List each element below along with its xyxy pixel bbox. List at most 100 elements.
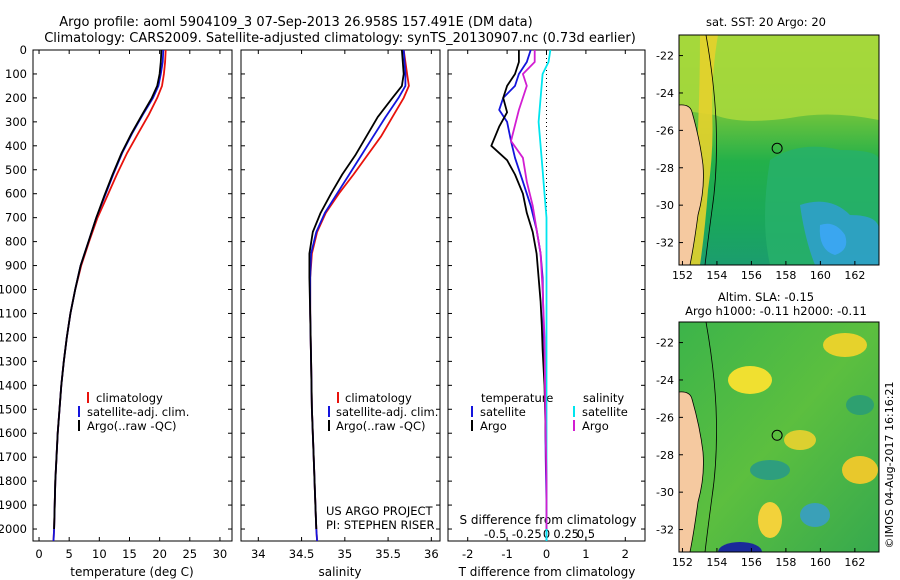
depth-tick-label: 100	[5, 67, 27, 81]
salinity-tick-label: 34	[251, 547, 266, 561]
temperature-tick-label: 10	[92, 547, 107, 561]
salinity-tick-label: 36	[424, 547, 439, 561]
sst-map-title: sat. SST: 20 Argo: 20	[706, 15, 826, 29]
legend-label-satellite-adj: satellite-adj. clim.	[87, 405, 189, 419]
depth-tick-label: 1600	[0, 426, 27, 440]
land-mass	[679, 104, 704, 265]
map-lat-tick-label: -22	[656, 50, 674, 63]
difference-s-tick-label: -0.25	[512, 527, 542, 541]
bathymetry-contour	[704, 35, 717, 265]
difference-s-tick-label: -0.5	[484, 527, 506, 541]
depth-tick-label: 1000	[0, 283, 27, 297]
legend-label-climatology: climatology	[345, 391, 412, 405]
sla-low-anomaly	[800, 503, 830, 527]
temperature-legend: climatology satellite-adj. clim. Argo(..…	[78, 391, 189, 433]
legend-label-t-satellite: satellite	[480, 405, 526, 419]
temperature-tick-label: 0	[35, 547, 42, 561]
legend-title-salinity: salinity	[583, 391, 624, 405]
sla-high-anomaly	[842, 456, 878, 484]
depth-tick-label: 500	[5, 163, 27, 177]
sla-high-anomaly	[784, 430, 816, 450]
depth-tick-label: 1100	[0, 306, 27, 320]
project-annotation-line2: PI: STEPHEN RISER	[326, 518, 435, 532]
temperature-tick-label: 20	[152, 547, 167, 561]
salinity-tick-label: 34.5	[289, 547, 315, 561]
legend-label-s-satellite: satellite	[582, 405, 628, 419]
salinity-legend: climatology satellite-adj. clim. Argo(..…	[326, 391, 438, 532]
map-lat-tick-label: -26	[656, 124, 674, 137]
sst-cold-core	[819, 223, 847, 255]
sla-map-title: Altim. SLA: -0.15	[718, 290, 814, 304]
difference-legend: temperature salinity satellite Argo sate…	[471, 391, 628, 433]
series-line-s-argo	[510, 50, 548, 529]
sla-map	[679, 322, 879, 552]
series-line-satellite-adj-clim-	[52, 49, 165, 542]
depth-tick-label: 600	[5, 187, 27, 201]
difference-t-tick-label: 0	[543, 547, 550, 561]
map-lon-tick-label: 160	[810, 556, 831, 569]
salinity-xlabel: salinity	[318, 565, 361, 579]
project-annotation-line1: US ARGO PROJECT	[326, 504, 434, 518]
sst-map	[679, 35, 879, 265]
map-lat-tick-label: -24	[656, 374, 674, 387]
sst-map-frame	[678, 34, 880, 266]
map-lon-tick-label: 154	[706, 556, 727, 569]
map-lat-tick-label: -32	[656, 237, 674, 250]
series-line-argo-raw-qc-	[53, 49, 163, 530]
depth-tick-label: 200	[5, 91, 27, 105]
legend-label-s-argo: Argo	[582, 419, 609, 433]
temperature-panel	[32, 49, 233, 542]
temperature-tick-label: 15	[122, 547, 137, 561]
sla-map-subtitle: Argo h1000: -0.11 h2000: -0.11	[685, 304, 867, 318]
figure-title-line1: Argo profile: aoml 5904109_3 07-Sep-2013…	[59, 15, 532, 30]
sst-warm-patch	[679, 35, 879, 121]
map-lon-tick-label: 152	[672, 269, 693, 282]
argo-position-marker	[771, 429, 783, 441]
depth-tick-label: 800	[5, 235, 27, 249]
salinity-tick-label: 35.5	[375, 547, 401, 561]
depth-tick-label: 0	[20, 43, 27, 57]
legend-label-argo: Argo(..raw -QC)	[87, 419, 177, 433]
depth-tick-label: 1300	[0, 354, 27, 368]
map-lon-tick-label: 152	[672, 556, 693, 569]
temperature-tick-label: 25	[182, 547, 197, 561]
series-line-climatology	[52, 49, 167, 542]
sla-low-anomaly	[846, 395, 874, 415]
salinity-panel	[240, 49, 441, 542]
map-lon-tick-label: 156	[741, 556, 762, 569]
legend-label-satellite-adj: satellite-adj. clim.	[336, 405, 438, 419]
difference-xlabel-bottom: T difference from climatology	[458, 565, 636, 579]
depth-tick-label: 2000	[0, 522, 27, 536]
legend-label-climatology: climatology	[96, 391, 163, 405]
salinity-tick-label: 35	[338, 547, 353, 561]
temperature-tick-label: 5	[66, 547, 73, 561]
sla-high-anomaly	[758, 502, 782, 538]
map-lat-tick-label: -32	[656, 524, 674, 537]
difference-t-tick-label: -2	[462, 547, 473, 561]
series-line-argo-raw-qc-	[308, 49, 405, 530]
map-lon-tick-label: 160	[810, 269, 831, 282]
depth-tick-label: 1900	[0, 498, 27, 512]
temperature-xlabel: temperature (deg C)	[70, 565, 193, 579]
map-lat-tick-label: -28	[656, 449, 674, 462]
map-lat-tick-label: -30	[656, 199, 674, 212]
map-lat-tick-label: -24	[656, 87, 674, 100]
depth-tick-label: 400	[5, 139, 27, 153]
map-lon-tick-label: 158	[775, 556, 796, 569]
sla-low-anomaly	[750, 460, 790, 480]
series-line-s-satellite	[537, 49, 552, 541]
series-line-satellite-adj-clim-	[309, 49, 407, 542]
difference-s-tick-label: 0.25	[553, 527, 579, 541]
difference-xlabel-top: S difference from climatology	[460, 513, 637, 527]
map-lon-tick-label: 158	[775, 269, 796, 282]
series-line-t-argo	[490, 50, 548, 529]
depth-tick-label: 1400	[0, 378, 27, 392]
figure-title-line2: Climatology: CARS2009. Satellite-adjuste…	[44, 31, 636, 46]
series-line-climatology	[309, 49, 410, 542]
legend-label-t-argo: Argo	[480, 419, 507, 433]
difference-s-tick-label: 0.5	[577, 527, 595, 541]
legend-label-argo: Argo(..raw -QC)	[336, 419, 426, 433]
map-lon-tick-label: 156	[741, 269, 762, 282]
depth-tick-label: 300	[5, 115, 27, 129]
